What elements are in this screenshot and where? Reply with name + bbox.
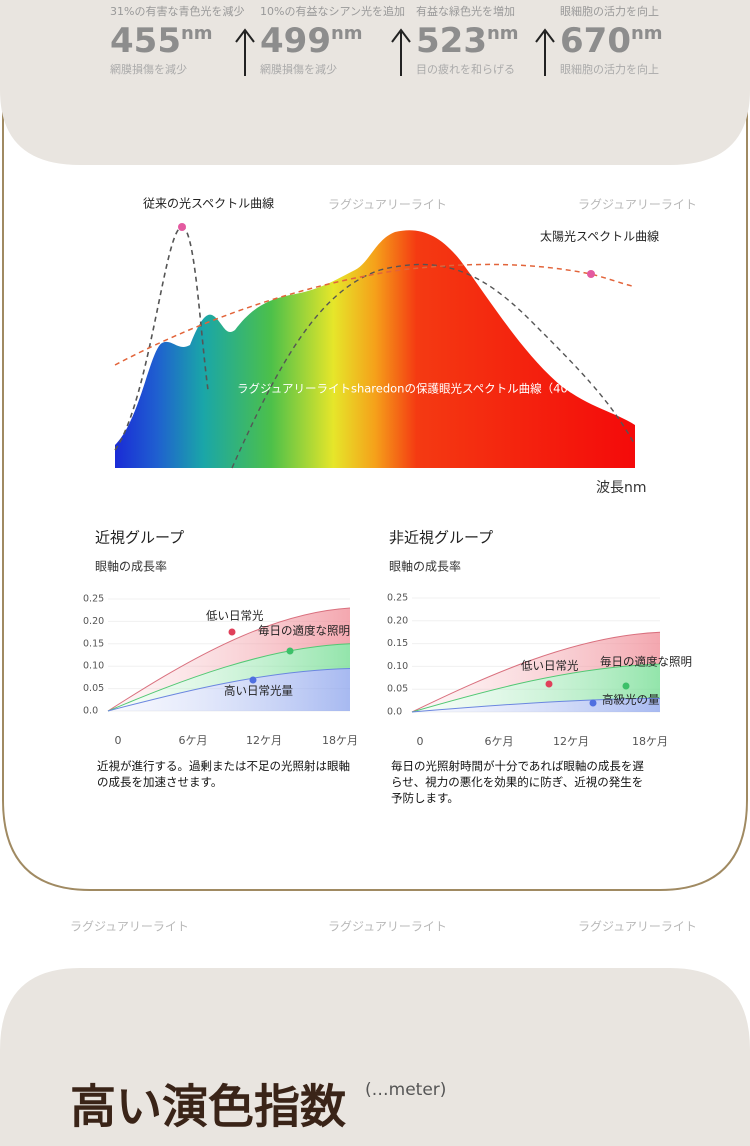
y-tick-label: 0.20 <box>387 615 408 626</box>
y-tick-label: 0.0 <box>387 707 402 718</box>
header-band <box>0 0 750 165</box>
unit: nm <box>181 23 213 44</box>
label: ラグジュアリーライトsharedonの保護眼光スペクトル曲線（4000K） <box>237 382 601 396</box>
section-subheading: (…meter) <box>365 1080 446 1100</box>
series-label: 高級光の量 <box>602 693 660 707</box>
y-tick-label: 0.25 <box>387 593 408 604</box>
product-spectrum <box>115 230 635 468</box>
sun-curve <box>114 263 633 366</box>
series-label: 高い日常光量 <box>224 684 293 698</box>
band <box>108 643 350 711</box>
y-tick-label: 0.15 <box>387 638 408 649</box>
point <box>545 680 553 688</box>
header-note: 31%の有害な青色光を減少 <box>110 4 244 18</box>
group-subtitle: 眼軸の成長率 <box>95 560 167 574</box>
series-label: 低い日常光 <box>206 609 264 623</box>
y-tick-label: 0.10 <box>83 661 104 672</box>
band <box>412 664 660 712</box>
peak-dot <box>587 270 595 278</box>
watermark: ラグジュアリーライト <box>578 198 697 212</box>
x-tick-label: 12ケ月 <box>246 734 282 747</box>
group-title: 非近視グループ <box>389 529 493 547</box>
point <box>622 682 630 690</box>
band-edge <box>411 663 661 713</box>
watermark: ラグジュアリーライト <box>328 920 447 934</box>
caption: 毎日の光照射時間が十分であれば眼軸の成長を遅らせ、視力の悪化を効果的に防ぎ、近視… <box>391 759 644 805</box>
point <box>589 699 597 707</box>
y-tick-label: 0.0 <box>83 706 98 717</box>
y-tick-label: 0.05 <box>387 684 408 695</box>
band <box>108 607 350 711</box>
point <box>228 628 236 636</box>
point <box>286 647 294 655</box>
watermark: ラグジュアリーライト <box>70 920 189 934</box>
header-value: 670nm <box>560 21 663 61</box>
point <box>249 676 257 684</box>
band-edge <box>107 643 351 712</box>
watermark: ラグジュアリーライト <box>578 920 697 934</box>
unit: nm <box>631 23 663 44</box>
value: 455 <box>110 21 181 61</box>
y-tick-label: 0.05 <box>83 683 104 694</box>
group-subtitle: 眼軸の成長率 <box>389 560 461 574</box>
value: 523 <box>416 21 487 61</box>
header-value: 523nm <box>416 21 519 61</box>
arrow-head <box>535 28 555 43</box>
band-edge <box>411 697 661 713</box>
label: 従来の光スペクトル曲線 <box>143 196 274 211</box>
x-tick-label: 6ケ月 <box>179 734 208 747</box>
value: 499 <box>260 21 331 61</box>
x-axis-label: 波長nm <box>596 480 647 496</box>
spectrum-chart: 従来の光スペクトル曲線 太陽光スペクトル曲線 ラグジュアリーライトsharedo… <box>114 196 659 496</box>
header-note: 網膜損傷を減少 <box>110 62 187 76</box>
band <box>412 698 660 712</box>
section-heading: 高い演色指数 <box>70 1080 346 1134</box>
x-tick-label: 18ケ月 <box>632 735 668 748</box>
header-value: 499nm <box>260 21 363 61</box>
header-note: 眼細胞の活力を向上 <box>560 62 659 76</box>
unit: nm <box>331 23 363 44</box>
x-tick-label: 0 <box>115 734 122 747</box>
x-tick-label: 18ケ月 <box>322 734 358 747</box>
caption: 近視が進行する。過剰または不足の光照射は眼軸の成長を加速させます。 <box>97 759 350 789</box>
header-note: 10%の有益なシアン光を追加 <box>260 4 405 18</box>
arrow-head <box>391 28 411 43</box>
series-label: 毎日の適度な照明 <box>600 655 692 669</box>
header: 31%の有害な青色光を減少455nm網膜損傷を減少10%の有益なシアン光を追加4… <box>110 4 663 76</box>
header-note: 眼細胞の活力を向上 <box>560 4 659 18</box>
header-note: 有益な緑色光を増加 <box>416 4 515 18</box>
band-edge <box>107 667 351 712</box>
y-tick-label: 0.20 <box>83 616 104 627</box>
y-tick-label: 0.25 <box>83 594 104 605</box>
band-edge <box>107 607 351 712</box>
band-edge <box>411 631 661 713</box>
header-note: 網膜損傷を減少 <box>260 62 337 76</box>
group-title: 近視グループ <box>95 529 184 547</box>
x-tick-label: 0 <box>417 735 424 748</box>
peak-dot <box>178 223 186 231</box>
series-label: 毎日の適度な照明 <box>258 624 350 638</box>
unit: nm <box>487 23 519 44</box>
caption-box: 近視が進行する。過剰または不足の光照射は眼軸の成長を加速させます。 <box>97 759 350 789</box>
header-note: 目の疲れを和らげる <box>416 62 515 76</box>
arrow-head <box>235 28 255 43</box>
caption-box: 毎日の光照射時間が十分であれば眼軸の成長を遅らせ、視力の悪化を効果的に防ぎ、近視… <box>391 759 644 805</box>
band <box>412 632 660 712</box>
y-tick-label: 0.15 <box>83 638 104 649</box>
x-tick-label: 6ケ月 <box>485 735 514 748</box>
x-tick-label: 12ケ月 <box>553 735 589 748</box>
y-tick-label: 0.10 <box>387 661 408 672</box>
watermark: ラグジュアリーライト <box>328 198 447 212</box>
card-outline <box>2 0 748 891</box>
band <box>108 668 350 711</box>
header-value: 455nm <box>110 21 213 61</box>
series-label: 低い日常光 <box>521 659 579 673</box>
footer-band <box>0 968 750 1146</box>
label: 太陽光スペクトル曲線 <box>540 229 659 244</box>
value: 670 <box>560 21 631 61</box>
